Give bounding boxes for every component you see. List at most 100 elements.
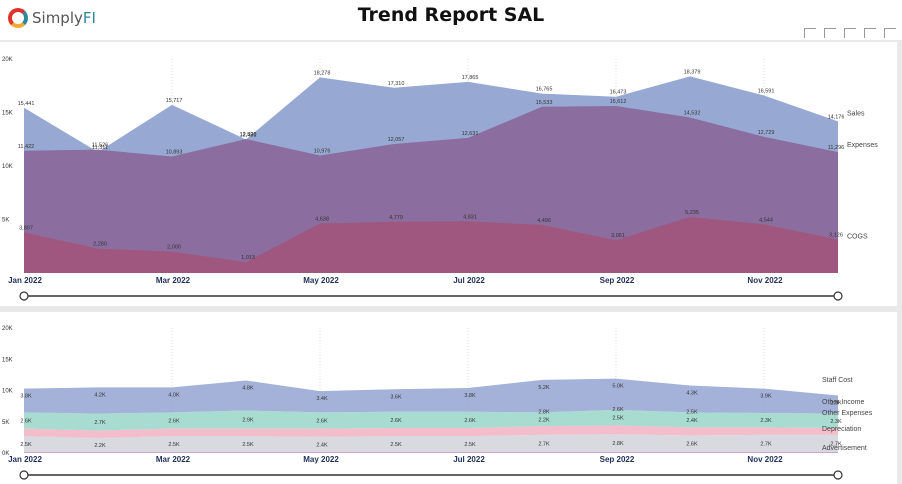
- expenses-data-label: 12,631: [462, 131, 479, 137]
- cogs-data-label: 5,235: [685, 210, 699, 216]
- depreciation-data-label: 2.5K: [168, 442, 180, 448]
- cogs-data-label: 4,638: [315, 216, 329, 222]
- sales-data-label: 15,717: [166, 98, 183, 104]
- visual-toolbar: [804, 28, 896, 38]
- trend-chart-panel: 20K 15K 10K 5K 15,441 11,311 15,717 12,481 18,27…: [0, 42, 897, 306]
- other-income-data-label: 2.3K: [760, 418, 772, 424]
- other-income-data-label: 2.6K: [464, 418, 476, 424]
- filter-icon[interactable]: [844, 28, 856, 38]
- depreciation-data-label: 2.5K: [242, 442, 254, 448]
- y-tick-label: 20K: [2, 326, 13, 332]
- cogs-data-label: 2,280: [93, 242, 107, 248]
- cogs-data-label: 4,544: [759, 217, 773, 223]
- cogs-data-label: 4,831: [463, 214, 477, 220]
- cogs-area: [24, 216, 838, 273]
- x-tick-label: Nov 2022: [747, 276, 783, 285]
- y-tick-label: 5K: [2, 218, 9, 224]
- depreciation-data-label: 2.5K: [390, 442, 402, 448]
- range-slider-end-handle[interactable]: [833, 470, 843, 480]
- other-income-data-label: 2.6K: [20, 419, 32, 425]
- cogs-data-label: 3,061: [611, 233, 625, 239]
- x-tick-label: Sep 2022: [600, 276, 635, 285]
- other-income-data-label: 2.2K: [538, 417, 550, 423]
- x-tick-label: Jul 2022: [453, 276, 485, 285]
- series-label-depreciation: Depreciation: [822, 426, 861, 433]
- expenses-data-label: 12,520: [240, 132, 257, 138]
- cost-breakdown-chart: 20K 15K 10K 5K 0K 2.5K 2.2K 2.5K 2.5K 2.4K 2.5K 2.5…: [2, 326, 873, 480]
- staff-cost-data-label: 3.8K: [20, 394, 32, 400]
- depreciation-data-label: 2.7K: [538, 441, 550, 447]
- staff-cost-data-label: 2.9K: [830, 401, 842, 407]
- extra-data-label: 2.8K: [538, 409, 550, 415]
- other-income-data-label: 2.3K: [830, 419, 842, 425]
- cogs-data-label: 1,013: [241, 255, 255, 261]
- expenses-data-label: 10,893: [166, 149, 183, 155]
- x-tick-label: Nov 2022: [747, 455, 783, 464]
- report-header: SimplyFI Trend Report SAL: [0, 0, 902, 40]
- sales-data-label: 11,311: [92, 145, 108, 151]
- cogs-data-label: 4,779: [389, 215, 403, 221]
- y-tick-label: 20K: [2, 57, 13, 63]
- sales-data-label: 17,865: [462, 75, 479, 81]
- expenses-area: [24, 105, 838, 273]
- expenses-data-label: 12,057: [388, 137, 405, 143]
- staff-cost-data-label: 3.4K: [316, 396, 328, 402]
- depreciation-band: [24, 434, 838, 452]
- y-tick-label: 10K: [2, 389, 13, 395]
- depreciation-data-label: 2.2K: [94, 443, 106, 449]
- series-label-expenses: Expenses: [847, 142, 878, 149]
- staff-cost-data-label: 3.9K: [760, 394, 772, 400]
- staff-cost-data-label: 5.2K: [538, 385, 550, 391]
- x-tick-label: May 2022: [303, 455, 339, 464]
- sales-data-label: 15,441: [18, 101, 35, 107]
- other-income-data-label: 2.6K: [390, 418, 402, 424]
- pin-icon[interactable]: [804, 28, 816, 38]
- series-label-staff-cost: Staff Cost: [822, 377, 853, 384]
- y-tick-label: 15K: [2, 111, 13, 117]
- other-income-data-label: 2.7K: [94, 420, 106, 426]
- series-label-other-income: Other Income: [822, 399, 865, 406]
- range-slider-start-handle[interactable]: [19, 291, 29, 301]
- x-tick-label: Sep 2022: [600, 455, 635, 464]
- x-tick-label: Jul 2022: [453, 455, 485, 464]
- copy-icon[interactable]: [824, 28, 836, 38]
- sales-data-label: 16,473: [610, 90, 627, 96]
- expenses-data-label: 15,533: [536, 100, 553, 106]
- report-title: Trend Report SAL: [357, 4, 545, 26]
- logo-text-accent: FI: [82, 9, 96, 27]
- y-tick-label: 5K: [2, 420, 9, 426]
- series-label-cogs: COGS: [847, 234, 868, 241]
- staff-cost-data-label: 5.0K: [612, 384, 624, 390]
- depreciation-data-label: 2.5K: [464, 442, 476, 448]
- y-tick-label: 10K: [2, 164, 13, 170]
- depreciation-data-label: 2.8K: [612, 441, 624, 447]
- range-slider-start-handle[interactable]: [19, 470, 29, 480]
- other-income-data-label: 2.9K: [242, 418, 254, 424]
- expenses-data-label: 14,532: [684, 111, 701, 117]
- staff-cost-data-label: 3.8K: [464, 393, 476, 399]
- sales-data-label: 18,278: [314, 70, 331, 76]
- staff-cost-band: [24, 378, 838, 414]
- x-tick-label: Jan 2022: [8, 455, 42, 464]
- depreciation-data-label: 2.7K: [830, 441, 842, 447]
- more-options-icon[interactable]: [884, 28, 896, 38]
- depreciation-data-label: 2.5K: [20, 442, 32, 448]
- cogs-data-label: 2,000: [167, 245, 181, 251]
- other-income-data-label: 2.6K: [168, 419, 180, 425]
- other-income-data-label: 2.4K: [686, 418, 698, 424]
- cogs-data-label: 3,126: [829, 233, 843, 239]
- sales-data-label: 16,765: [536, 87, 553, 93]
- advertisement-band: [24, 451, 838, 453]
- logo-text: Simply: [32, 9, 83, 27]
- extra-data-label: 2.6K: [612, 407, 624, 413]
- logo-ring-icon: [8, 8, 28, 28]
- other-income-data-label: 2.5K: [612, 416, 624, 422]
- expenses-data-label: 11,526: [92, 143, 108, 149]
- depreciation-data-label: 2.6K: [686, 442, 698, 448]
- focus-mode-icon[interactable]: [864, 28, 876, 38]
- sales-expenses-cogs-chart: 20K 15K 10K 5K 15,441 11,311 15,717 12,481 18,27…: [2, 57, 878, 301]
- range-slider-end-handle[interactable]: [833, 291, 843, 301]
- staff-cost-data-label: 4.2K: [94, 392, 106, 398]
- sales-data-label: 16,591: [758, 88, 775, 94]
- series-label-sales: Sales: [847, 110, 865, 117]
